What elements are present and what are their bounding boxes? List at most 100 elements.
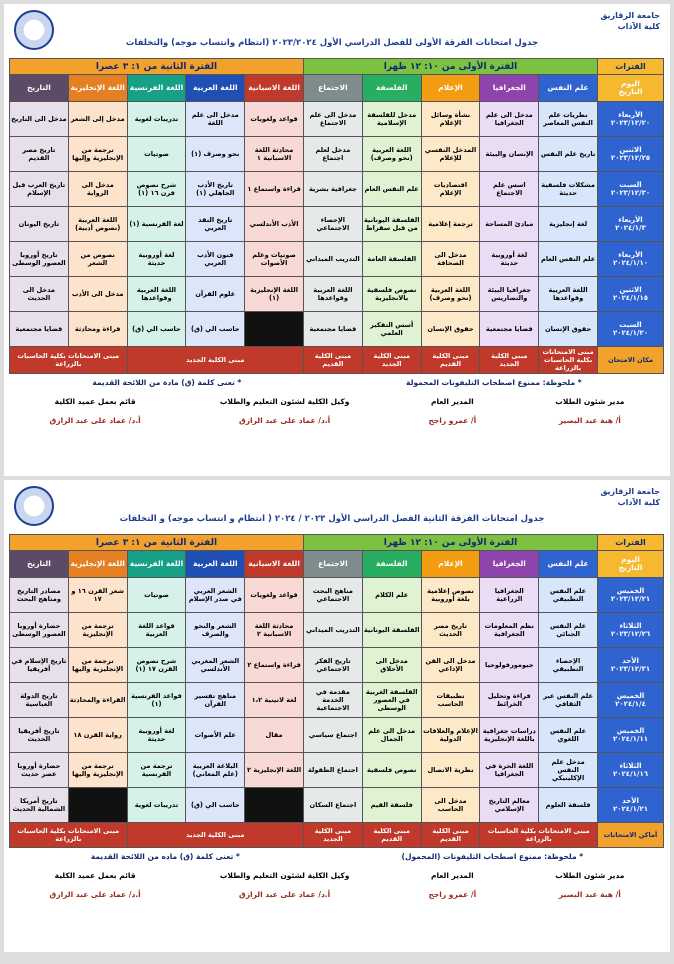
exam-cell: ترجمة من الفرنسية [126, 752, 187, 788]
exam-cell: مشكلات فلسفية حديثة [538, 171, 598, 207]
schedule-row: السبت ٢٠٢٤/١/٢٠ حقوق الإنسان قضايا مجتمعية ح… [8, 311, 664, 347]
exam-cell: تاريخ أمريكا الشمالية الحديث [8, 787, 69, 823]
exam-cell: ترجمة من الإنجليزية واليها [67, 752, 128, 788]
exam-cell: قراءة واستماع ١ [244, 171, 304, 207]
exam-cell: مناهج البحث الاجتماعي [302, 577, 363, 613]
exam-cell: مدخل لعلم اجتماع [302, 136, 363, 172]
day-date-label: اليوم التاريخ [597, 550, 664, 578]
title: جدول امتحانات الفرقة الأولى للفصل الدراس… [125, 38, 539, 48]
exam-cell: دراسات جغرافية باللغة الإنجليزية [479, 717, 540, 753]
signature: قائم بعمل عميد الكلية أ.د/ عماد على عبد ا… [50, 397, 141, 425]
exam-cell: ترجمة من الإنجليزية وإليها [67, 136, 128, 172]
date: ٢٠٢٤/١/٤ [615, 700, 646, 708]
exam-cell: ترجمة إعلامية [420, 206, 481, 242]
date-cell: الأربعاء ٢٠٢٤/١/١٠ [597, 241, 664, 277]
periods-label: الفترات [597, 58, 664, 75]
exam-cell: قواعد الفرنسية (١) [126, 682, 187, 718]
column-header: الإعلام [420, 550, 481, 578]
note: * ملحوظة: ممنوع اصطحاب التليفونات (المحم… [401, 852, 584, 861]
place-label: أماكن الامتحانات [597, 822, 664, 848]
signature-role: المدير العام [430, 397, 474, 406]
column-header: الإعلام [420, 74, 481, 102]
logo [14, 10, 54, 50]
place: مبنى الامتحانات بكلية الحاسبات بالزراعة [479, 822, 598, 848]
exam-cell: حقوق الإنسان [420, 311, 481, 347]
exam-cell: تطبيقات الحاسب [420, 682, 481, 718]
exam-cell: حاسب الي (ق) [126, 311, 187, 347]
exam-cell: اللغة الحرة في الجغرافيا [479, 752, 540, 788]
exam-cell: مدخل الى الفن الإذاعي [420, 647, 481, 683]
exam-cell: محادثة اللغة الاسبانية ١ [244, 136, 304, 172]
signature-name: أ.د/ عماد على عبد الرازق [49, 416, 141, 425]
column-header: الجغرافيا [479, 550, 540, 578]
signature: قائم بعمل عميد الكلية أ.د/ عماد على عبد ا… [50, 871, 141, 899]
exam-cell: صوتيات [126, 577, 187, 613]
day: الأربعاء [618, 216, 643, 224]
day: الأربعاء [618, 251, 643, 259]
day-date-label: اليوم التاريخ [597, 74, 664, 102]
date-cell: الأربعاء ٢٠٢٤/١/٣ [597, 206, 664, 242]
place: مبنى الكلية القديم [420, 346, 481, 374]
exam-cell: الشعر والنحو والصرف [185, 612, 246, 648]
exam-cell: الإنسان والبيئة [479, 136, 540, 172]
exam-cell: اللغة العربية وقواعدها [302, 276, 363, 312]
date-label: التاريخ [618, 87, 643, 96]
exam-cell: قواعد ولغويات [244, 577, 304, 613]
exam-cell: نصوص من الشعر [67, 241, 128, 277]
schedule-row: الخميس ٢٠٢٣/١٢/٢١ علم النفس التطبيقي الجغرا… [8, 577, 664, 613]
signature: وكيل الكلية لشئون التعليم والطلاب أ.د/ عم… [220, 397, 350, 425]
exam-cell: الفلسفة الغربية في العصور الوسطى [361, 682, 422, 718]
signature: مدير شئون الطلاب أ/ هبة عبد البصير [555, 871, 624, 899]
note: * تعنى كلمة (ق) مادة من اللائحة القديمة [92, 378, 242, 387]
notes: * ملحوظة: ممنوع اصطحاب التليفونات المحمو… [10, 378, 664, 387]
exam-cell: التدريب الميداني [302, 612, 363, 648]
schedule-row: الأربعاء ٢٠٢٤/١/٣ لغة إنجليزية مبادئ المساح… [8, 206, 664, 242]
exam-cell: اللغة العربية وقواعدها [126, 276, 187, 312]
signature: مدير شئون الطلاب أ/ هبة عبد البصير [555, 397, 624, 425]
exam-cell: مدخل الى علم الجغرافيا [479, 101, 540, 137]
schedule-row: الثلاثاء ٢٠٢٣/١٢/٢٦ علم النفس الجنائي نظم ا… [8, 612, 664, 648]
exam-cell: ترجمة من الإنجليزية [67, 612, 128, 648]
signature-name: أ/ هبة عبد البصير [558, 416, 621, 425]
exam-cell: لغة أوروبية حديثة [479, 241, 540, 277]
exam-cell: الأدب الأندلسي [244, 206, 304, 242]
exam-cell: نحو وصرف (١) [185, 136, 246, 172]
signature-name: أ/ هبة عبد البصير [558, 890, 621, 899]
empty-cell [67, 787, 128, 823]
body: جامعة الزقازيق كلية الآداب جدول امتحانات ا… [0, 4, 674, 964]
exam-cell: اللغة العربية (نحو وصرف) [420, 276, 481, 312]
day: الخميس [616, 692, 645, 700]
exam-cell: اسس علم الاجتماع [479, 171, 540, 207]
exam-cell: نشأة وسائل الإعلام [420, 101, 481, 137]
date: ٢٠٢٤/١/١١ [612, 735, 649, 743]
header: جامعة الزقازيق كلية الآداب جدول امتحانات ا… [10, 484, 664, 534]
exam-cell: مدخل الى الرواية [67, 171, 128, 207]
date: ٢٠٢٤/١/١٠ [612, 259, 649, 267]
exam-cell: قراءة وتحليل الخرائط [479, 682, 540, 718]
exam-cell: نظريات علم النفس المعاصر [538, 101, 598, 137]
exam-cell: تاريخ علم النفس [538, 136, 598, 172]
exam-cell: تاريخ الإسلام في أفريقيا [8, 647, 69, 683]
exam-cell: اللغة العربية وقواعدها [538, 276, 598, 312]
exam-cell: رواية القرن ١٨ [67, 717, 128, 753]
signature-role: قائم بعمل عميد الكلية [54, 871, 136, 880]
period-2: الفترة الثانية من ١: ٣ عصرا [8, 534, 304, 551]
schedule-table: الفترات الفترة الأولى من ١٠: ١٢ ظهرا الفتر… [8, 58, 664, 374]
place: مبنى الكلية الجديد [361, 346, 422, 374]
note: * ملحوظة: ممنوع اصطحاب التليفونات المحمو… [406, 378, 582, 387]
exam-cell: محادثة اللغة الاسبانية ٢ [244, 612, 304, 648]
exam-cell: نصوص فلسفية [361, 752, 422, 788]
date-cell: الأحد ٢٠٢٤/١/٢١ [597, 787, 664, 823]
column-header: اللغة الاسبانية [244, 74, 304, 102]
column-header: الجغرافيا [479, 74, 540, 102]
date-cell: الأربعاء ٢٠٢٣/١٢/٢٠ [597, 101, 664, 137]
faculty: كلية الآداب [617, 498, 660, 507]
exam-cell: اجتماع الطفولة [302, 752, 363, 788]
exam-cell: فلسفة القيم [361, 787, 422, 823]
place-row: أماكن الامتحانات مبنى الامتحانات بكلية ال… [8, 822, 664, 848]
date: ٢٠٢٣/١٢/٢٥ [610, 154, 651, 162]
place: مبنى الامتحانات بكلية الحاسبات بالزراعة [8, 822, 128, 848]
title: جدول امتحانات الفرقة الثانية الفصل الدرا… [119, 514, 545, 524]
column-header: الاجتماع [302, 74, 363, 102]
signature-name: أ/ عمرو راجح [428, 416, 477, 425]
